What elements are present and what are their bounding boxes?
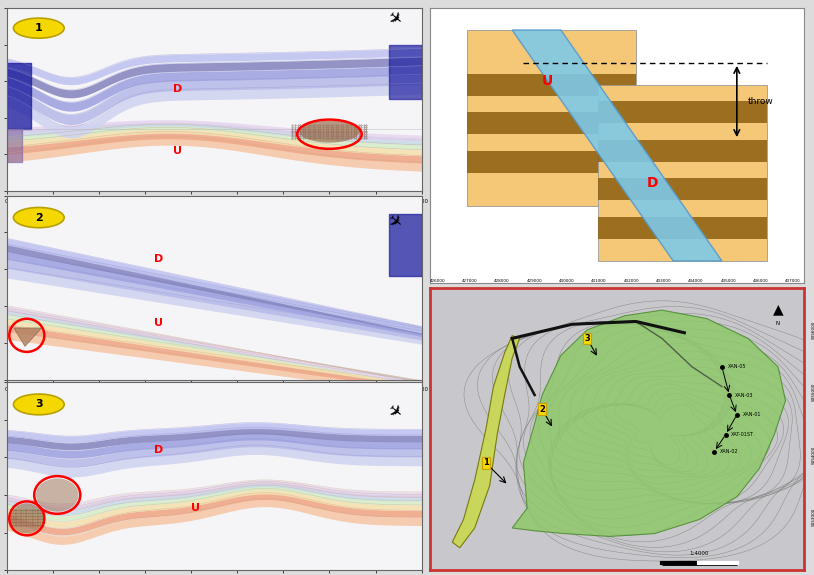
Ellipse shape (36, 478, 78, 512)
Polygon shape (512, 30, 722, 261)
Polygon shape (14, 328, 42, 346)
Text: 3: 3 (35, 400, 42, 409)
Text: 1:4000: 1:4000 (689, 551, 709, 556)
Ellipse shape (14, 394, 64, 415)
Text: U: U (191, 503, 200, 513)
Ellipse shape (300, 121, 360, 143)
Text: 2: 2 (35, 213, 42, 223)
Text: N: N (776, 321, 780, 327)
Text: 3: 3 (584, 334, 590, 343)
Polygon shape (467, 30, 636, 206)
Text: ✈: ✈ (383, 401, 405, 423)
Text: U: U (542, 74, 554, 88)
Ellipse shape (11, 503, 43, 534)
Text: 436000: 436000 (753, 279, 768, 283)
Text: U: U (154, 318, 163, 328)
Bar (598, 102, 767, 124)
Text: 432000: 432000 (624, 279, 639, 283)
Text: 430000: 430000 (559, 279, 575, 283)
Text: 5055000: 5055000 (812, 383, 814, 401)
Text: ▲: ▲ (772, 302, 783, 316)
Text: XAN-03: XAN-03 (735, 393, 754, 397)
Text: 433000: 433000 (656, 279, 672, 283)
Text: D: D (173, 84, 182, 94)
Text: XAN-02: XAN-02 (720, 449, 738, 454)
Text: ✈: ✈ (383, 7, 405, 30)
Bar (467, 151, 636, 173)
Bar (598, 140, 767, 162)
Text: 5053000: 5053000 (812, 508, 814, 526)
Polygon shape (598, 85, 767, 261)
Text: XAT-01ST: XAT-01ST (731, 432, 755, 437)
Bar (467, 74, 636, 96)
Text: U: U (173, 146, 182, 156)
Text: 434000: 434000 (688, 279, 704, 283)
Text: 1: 1 (483, 458, 489, 467)
Text: D: D (154, 446, 164, 455)
Text: D: D (154, 254, 164, 264)
Text: throw: throw (748, 97, 774, 106)
Text: XAN-01: XAN-01 (742, 412, 761, 417)
Text: 5054000: 5054000 (812, 445, 814, 463)
Ellipse shape (14, 208, 64, 228)
Text: ✈: ✈ (383, 210, 405, 233)
Text: 427000: 427000 (462, 279, 478, 283)
Polygon shape (512, 310, 786, 536)
Ellipse shape (14, 18, 64, 38)
Text: XAN-05: XAN-05 (728, 364, 746, 369)
Text: 1: 1 (35, 23, 42, 33)
Text: 437000: 437000 (786, 279, 801, 283)
Text: D: D (647, 176, 659, 190)
Text: 5056000: 5056000 (812, 321, 814, 339)
Bar (598, 178, 767, 201)
Text: 429000: 429000 (527, 279, 542, 283)
Bar (467, 113, 636, 135)
Text: 426000: 426000 (430, 279, 445, 283)
Text: 428000: 428000 (494, 279, 510, 283)
Text: 431000: 431000 (591, 279, 606, 283)
Text: 2: 2 (539, 405, 545, 413)
Polygon shape (453, 336, 519, 548)
Bar (598, 217, 767, 239)
Text: 435000: 435000 (720, 279, 736, 283)
